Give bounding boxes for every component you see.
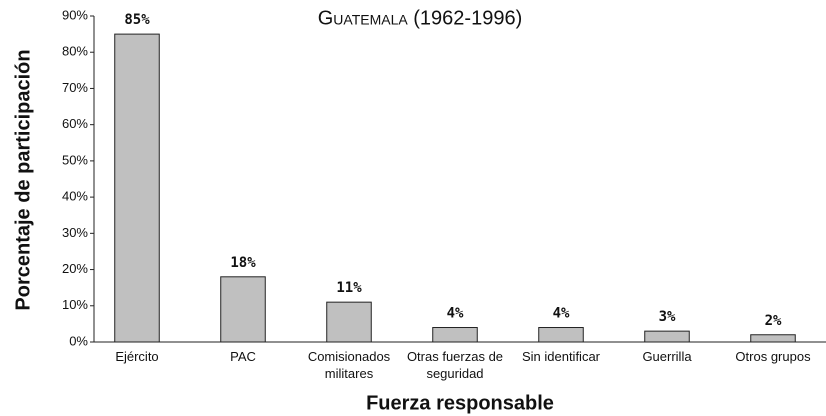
x-tick-label: Otras fuerzas de seguridad — [406, 349, 504, 381]
y-tick-label: 70% — [62, 80, 88, 95]
y-tick-label: 40% — [62, 189, 88, 204]
data-label: 85% — [124, 12, 150, 28]
y-tick-label: 0% — [69, 333, 88, 348]
x-tick-label: Comisionados militares — [307, 349, 391, 381]
bar — [326, 301, 372, 343]
bar — [220, 276, 266, 343]
data-label: 11% — [336, 280, 362, 296]
y-tick-label: 80% — [62, 44, 88, 59]
y-tick-label: 60% — [62, 116, 88, 131]
y-tick-label: 20% — [62, 261, 88, 276]
data-label: 4% — [553, 306, 570, 322]
y-tick-label: 10% — [62, 297, 88, 312]
x-axis-label: Fuerza responsable — [366, 392, 554, 414]
bar — [644, 330, 690, 343]
bar — [750, 334, 796, 343]
data-label: 3% — [659, 309, 676, 325]
chart-title: Guatemala (1962-1996) — [318, 7, 523, 29]
x-tick-label: Guerrilla — [642, 349, 692, 364]
bar — [432, 327, 478, 343]
x-tick-label: Otros grupos — [735, 349, 811, 364]
x-tick-label: Sin identificar — [521, 349, 601, 364]
y-axis-label: Porcentaje de participación — [12, 49, 34, 310]
x-tick-label: PAC — [230, 349, 256, 364]
bar — [114, 33, 160, 343]
data-label: 2% — [765, 313, 782, 329]
data-label: 18% — [230, 255, 256, 271]
y-tick-label: 90% — [62, 7, 88, 22]
y-tick-label: 50% — [62, 152, 88, 167]
y-tick-label: 30% — [62, 225, 88, 240]
x-tick-label: Ejército — [115, 349, 159, 364]
data-label: 4% — [447, 306, 464, 322]
bar — [538, 327, 584, 343]
